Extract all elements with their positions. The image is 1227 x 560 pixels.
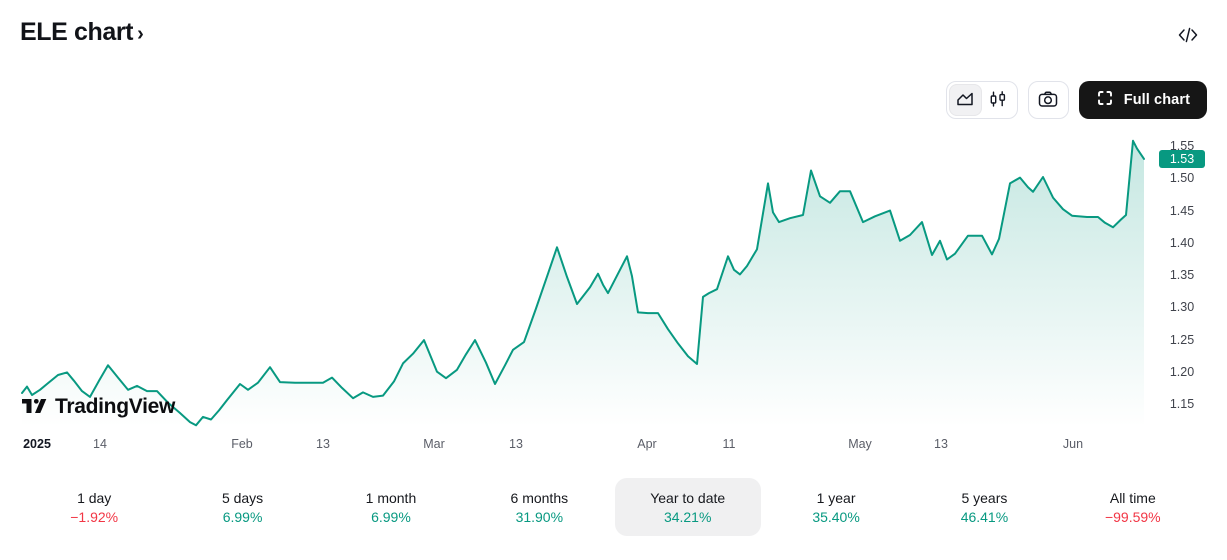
period-change: −99.59% (1104, 508, 1161, 525)
period-label: 5 days (221, 489, 264, 506)
period-change: 6.99% (222, 508, 263, 525)
price-tick-label: 1.40 (1169, 235, 1195, 250)
time-tick-label: 11 (722, 437, 736, 451)
period-all-time[interactable]: All time −99.59% (1060, 478, 1206, 536)
time-tick-label: Apr (637, 437, 657, 451)
period-label: 1 month (365, 489, 417, 506)
chevron-right-icon: › (137, 23, 144, 45)
time-tick-label: Feb (231, 437, 253, 451)
price-line (21, 139, 1145, 427)
candlestick-chart-type-button[interactable] (982, 84, 1015, 116)
period-5-years[interactable]: 5 years 46.41% (911, 478, 1057, 536)
full-chart-button[interactable]: Full chart (1078, 81, 1207, 119)
price-tick-label: 1.45 (1169, 203, 1195, 218)
tradingview-wordmark: TradingView (55, 395, 176, 418)
price-chart[interactable] (0, 135, 1148, 427)
time-tick-label: Mar (423, 437, 445, 451)
area-fill (22, 140, 1144, 427)
period-change: 35.40% (812, 508, 860, 525)
page-title[interactable]: ELE chart › (20, 18, 144, 47)
period-label: 5 years (961, 489, 1008, 506)
period-year-to-date[interactable]: Year to date 34.21% (614, 478, 761, 536)
price-tick-label: 1.50 (1169, 171, 1195, 186)
price-tick-label: 1.25 (1169, 332, 1195, 347)
time-tick-label: Jun (1062, 437, 1084, 451)
price-tick-label: 1.20 (1169, 364, 1195, 379)
period-label: 1 year (816, 489, 856, 506)
candlestick-chart-icon (988, 89, 1008, 112)
screenshot-button[interactable] (1027, 81, 1069, 119)
period-change: 46.41% (960, 508, 1009, 525)
period-change: 34.21% (663, 508, 712, 525)
tradingview-mark-icon (20, 392, 48, 421)
period-5-days[interactable]: 5 days 6.99% (169, 478, 315, 536)
camera-icon (1037, 89, 1059, 112)
period-label: Year to date (650, 489, 726, 506)
time-tick-label: 2025 (23, 437, 51, 451)
chart-toolbar: Full chart (945, 81, 1207, 119)
period-label: All time (1109, 489, 1156, 506)
tradingview-logo[interactable]: TradingView (20, 392, 175, 421)
period-change: −1.92% (70, 508, 119, 525)
period-1-day[interactable]: 1 day −1.92% (21, 478, 167, 536)
period-label: 1 day (77, 489, 112, 506)
period-1-year[interactable]: 1 year 35.40% (763, 478, 909, 536)
area-chart-icon (955, 89, 975, 112)
code-icon[interactable] (1176, 24, 1200, 46)
time-tick-label: 13 (509, 437, 523, 451)
period-1-month[interactable]: 1 month 6.99% (318, 478, 464, 536)
price-tick-label: 1.15 (1169, 397, 1195, 411)
price-tick-label: 1.30 (1169, 300, 1195, 315)
time-tick-label: 13 (934, 437, 948, 451)
last-price-badge: 1.53 (1159, 149, 1205, 168)
symbol-title-text: ELE chart (20, 18, 134, 46)
period-change: 6.99% (371, 508, 411, 525)
price-tick-label: 1.35 (1169, 268, 1195, 282)
time-tick-label: May (848, 437, 872, 451)
period-selector: 1 day −1.92% 5 days 6.99% 1 month 6.99% … (20, 478, 1207, 536)
fullscreen-icon (1096, 89, 1114, 111)
period-label: 6 months (510, 489, 569, 506)
area-chart-type-button[interactable] (948, 84, 982, 116)
period-change: 31.90% (515, 508, 564, 525)
full-chart-label: Full chart (1123, 92, 1190, 108)
price-tick-label: 1.55 (1169, 139, 1195, 153)
chart-type-toggle (945, 81, 1018, 119)
period-6-months[interactable]: 6 months 31.90% (466, 478, 612, 536)
time-tick-label: 13 (316, 437, 330, 451)
time-tick-label: 14 (93, 437, 107, 451)
